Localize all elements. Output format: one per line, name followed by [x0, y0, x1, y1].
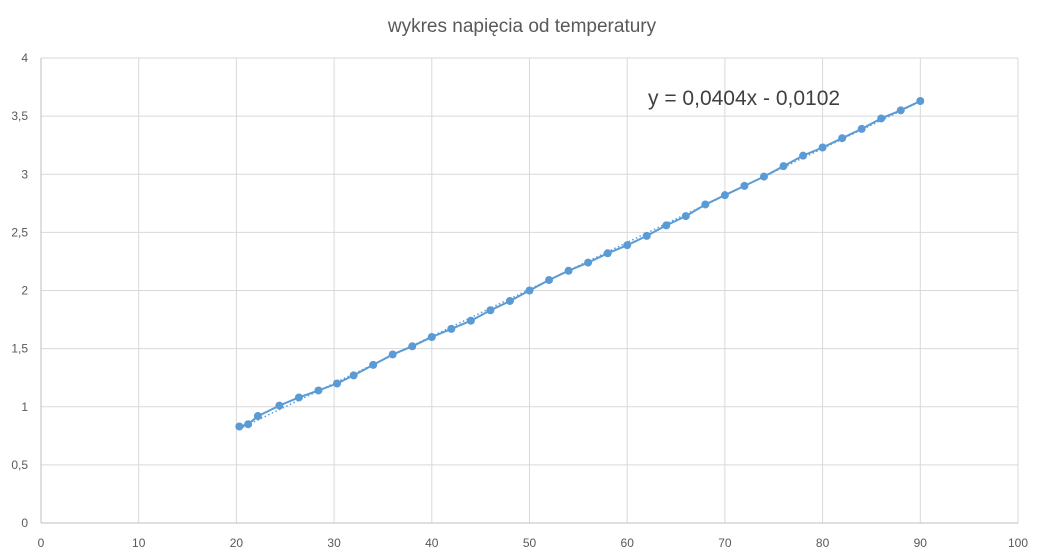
- data-point: [799, 151, 808, 160]
- data-point: [896, 106, 905, 115]
- data-point: [818, 143, 827, 152]
- data-point: [720, 191, 729, 200]
- x-tick-label: 90: [914, 536, 928, 550]
- data-point: [427, 333, 436, 341]
- data-point: [333, 379, 342, 388]
- data-point: [740, 181, 749, 190]
- data-point: [642, 231, 651, 240]
- data-point: [564, 266, 573, 275]
- y-tick-label: 2: [21, 284, 28, 298]
- data-point: [349, 371, 358, 380]
- chart-title: wykres napięcia od temperatury: [387, 16, 657, 37]
- data-point: [779, 162, 788, 171]
- data-point: [584, 258, 593, 267]
- series-group: [235, 97, 925, 431]
- x-tick-label: 70: [718, 536, 732, 550]
- data-point: [603, 249, 612, 258]
- data-point: [857, 124, 866, 133]
- data-point: [681, 212, 690, 221]
- data-point: [525, 286, 534, 295]
- y-tick-label: 1: [21, 400, 28, 414]
- data-point: [235, 422, 244, 431]
- data-point: [447, 324, 456, 333]
- y-tick-label: 4: [21, 51, 28, 65]
- data-point: [466, 316, 475, 325]
- y-tick-label: 2,5: [11, 225, 28, 239]
- x-tick-label: 40: [425, 536, 439, 550]
- y-tick-label: 0,5: [11, 458, 28, 472]
- x-tick-label: 80: [816, 536, 830, 550]
- y-tick-label: 1,5: [11, 342, 28, 356]
- data-point: [623, 241, 632, 250]
- data-point: [294, 393, 303, 402]
- trendline-equation: y = 0,0404x - 0,0102: [648, 87, 840, 110]
- data-point: [877, 114, 886, 123]
- data-point: [486, 306, 495, 315]
- y-tick-label: 0: [21, 516, 28, 530]
- data-point: [916, 97, 925, 106]
- axes: [40, 58, 1018, 524]
- data-point: [275, 401, 284, 410]
- x-tick-label: 100: [1008, 536, 1028, 550]
- data-point: [545, 276, 554, 285]
- data-point: [408, 342, 417, 351]
- y-tick-label: 3,5: [11, 109, 28, 123]
- x-tick-label: 0: [38, 536, 45, 550]
- data-point: [314, 386, 323, 395]
- data-point: [244, 420, 253, 429]
- x-tick-label: 20: [230, 536, 244, 550]
- series-line: [239, 100, 921, 428]
- data-point: [388, 350, 397, 359]
- x-tick-label: 50: [523, 536, 537, 550]
- data-point: [662, 221, 671, 230]
- data-point: [701, 200, 710, 209]
- data-point: [369, 360, 378, 369]
- data-point: [838, 134, 847, 143]
- data-point: [505, 296, 514, 305]
- data-point: [759, 172, 768, 181]
- x-tick-label: 30: [327, 536, 341, 550]
- x-tick-label: 60: [621, 536, 635, 550]
- tick-labels: 00,511,522,533,540 10 20 30 40 50 60 70 80 90 100: [11, 51, 1028, 550]
- x-tick-label: 10: [132, 536, 146, 550]
- data-point: [253, 412, 262, 421]
- y-tick-label: 3: [21, 167, 28, 181]
